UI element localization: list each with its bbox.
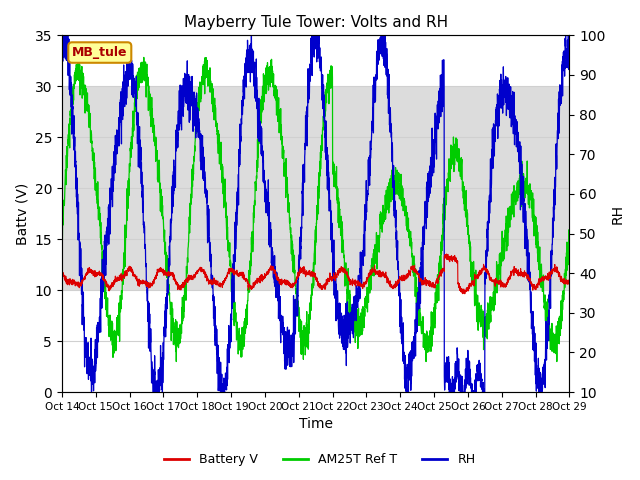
Y-axis label: RH: RH: [611, 204, 625, 224]
Bar: [62, 86, 570, 290]
Legend: Battery V, AM25T Ref T, RH: Battery V, AM25T Ref T, RH: [159, 448, 481, 471]
Title: Mayberry Tule Tower: Volts and RH: Mayberry Tule Tower: Volts and RH: [184, 15, 448, 30]
X-axis label: Time: Time: [299, 418, 333, 432]
Y-axis label: Battv (V): Battv (V): [15, 182, 29, 245]
Text: MB_tule: MB_tule: [72, 46, 127, 59]
